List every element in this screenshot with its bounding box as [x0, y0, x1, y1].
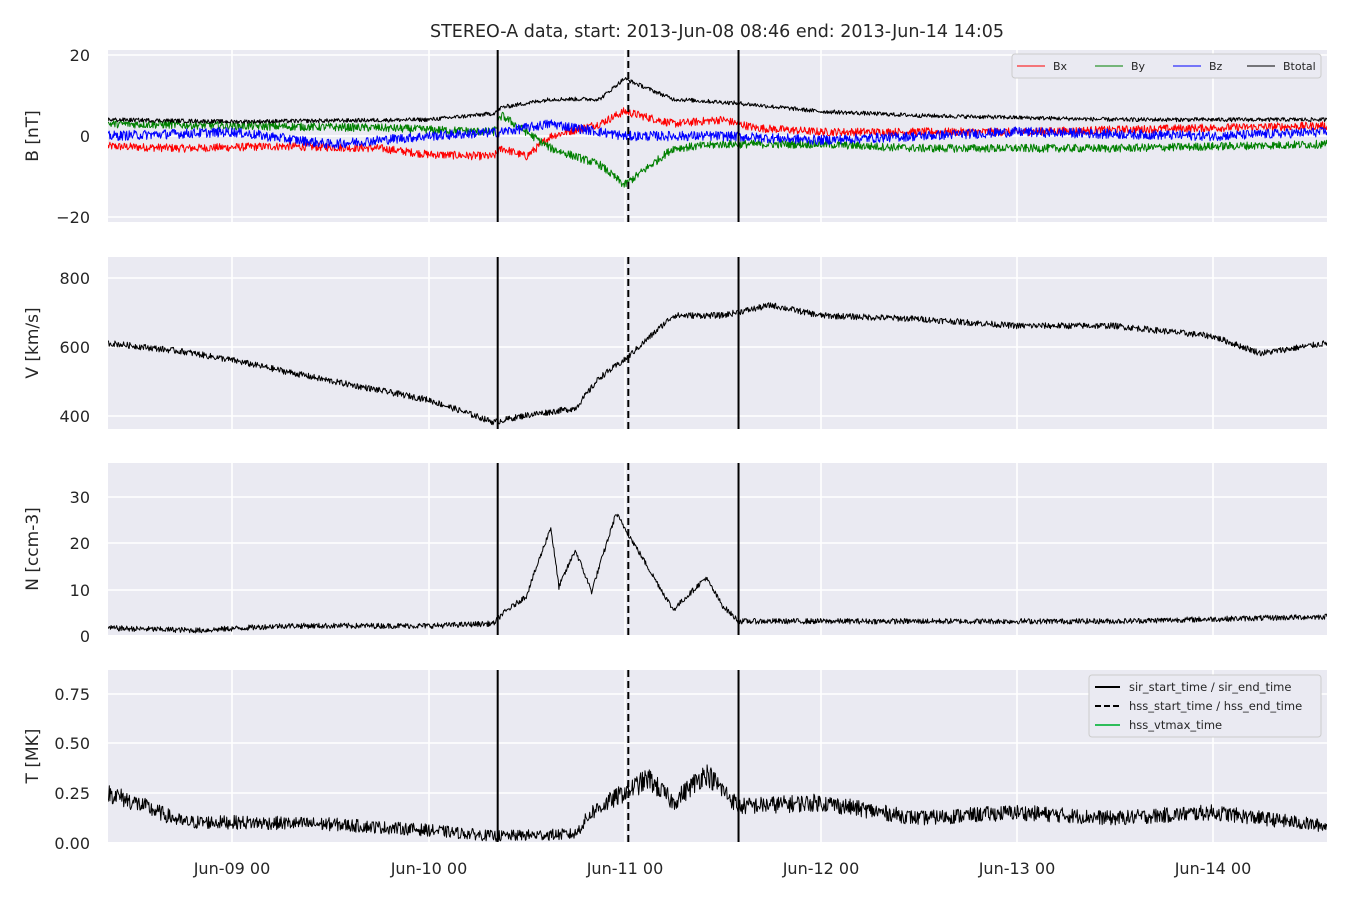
- legend-label-btotal: Btotal: [1283, 60, 1316, 73]
- event-legend: sir_start_time / sir_end_time hss_start_t…: [1088, 674, 1322, 738]
- series-group: [108, 513, 1327, 634]
- series-line-bx: [108, 107, 1327, 161]
- panel-background: [108, 463, 1327, 635]
- panel-1: 800 600 400 V [km/s]: [23, 257, 1327, 429]
- y-tick-label: 0.00: [54, 834, 90, 853]
- y-tick-label: 0.50: [54, 734, 90, 753]
- y-tick-label: 600: [59, 338, 90, 357]
- y-tick-label: −20: [56, 208, 90, 227]
- series-line-by: [108, 111, 1327, 188]
- panels-container: 20 0 −20 B [nT] Bx By Bz Btotal 800 600 400 V [km/s…: [23, 46, 1327, 878]
- y-tick-label: 0.75: [54, 685, 90, 704]
- x-tick-label: Jun-13 00: [978, 859, 1056, 878]
- series-line-n: [108, 513, 1327, 634]
- series-line-btotal: [108, 77, 1327, 125]
- legend-label-event-2: hss_vtmax_time: [1129, 718, 1222, 732]
- legend-frame: [1011, 53, 1322, 79]
- y-axis-label: N [ccm-3]: [23, 507, 43, 591]
- y-tick-label: 400: [59, 407, 90, 426]
- legend-frame: [1088, 674, 1322, 738]
- legend-label-bx: Bx: [1053, 60, 1068, 73]
- legend-label-event-0: sir_start_time / sir_end_time: [1129, 680, 1291, 694]
- series-line-t: [108, 764, 1327, 842]
- y-tick-label: 10: [70, 581, 90, 600]
- series-group: [108, 764, 1327, 842]
- x-tick-label: Jun-12 00: [782, 859, 860, 878]
- x-tick-label: Jun-14 00: [1174, 859, 1252, 878]
- y-tick-label: 20: [70, 46, 90, 65]
- chart-title: STEREO-A data, start: 2013-Jun-08 08:46 …: [430, 22, 1004, 42]
- panel-3: 0.75 0.50 0.25 0.00 T [MK] sir_start_time / s…: [23, 670, 1327, 878]
- y-tick-label: 0: [80, 627, 90, 646]
- legend-label-event-1: hss_start_time / hss_end_time: [1129, 699, 1302, 713]
- legend-label-by: By: [1131, 60, 1146, 73]
- y-axis-label: V [km/s]: [23, 307, 43, 378]
- x-tick-label: Jun-11 00: [586, 859, 664, 878]
- panel-background: [108, 257, 1327, 429]
- y-axis-label: T [MK]: [23, 729, 43, 785]
- y-tick-label: 0.25: [54, 784, 90, 803]
- series-line-v: [108, 302, 1327, 426]
- y-tick-label: 30: [70, 488, 90, 507]
- y-tick-label: 800: [59, 269, 90, 288]
- y-axis-label: B [nT]: [23, 110, 43, 162]
- x-tick-label: Jun-10 00: [390, 859, 468, 878]
- panel-2: 30 20 10 0 N [ccm-3]: [23, 463, 1327, 646]
- series-line-bz: [108, 119, 1327, 149]
- legend-label-bz: Bz: [1209, 60, 1223, 73]
- panel-0: 20 0 −20 B [nT] Bx By Bz Btotal: [23, 46, 1327, 227]
- y-tick-label: 20: [70, 534, 90, 553]
- y-tick-label: 0: [80, 127, 90, 146]
- series-group: [108, 302, 1327, 426]
- x-tick-label: Jun-09 00: [193, 859, 271, 878]
- series-legend: Bx By Bz Btotal: [1011, 53, 1322, 79]
- series-group: [108, 77, 1327, 188]
